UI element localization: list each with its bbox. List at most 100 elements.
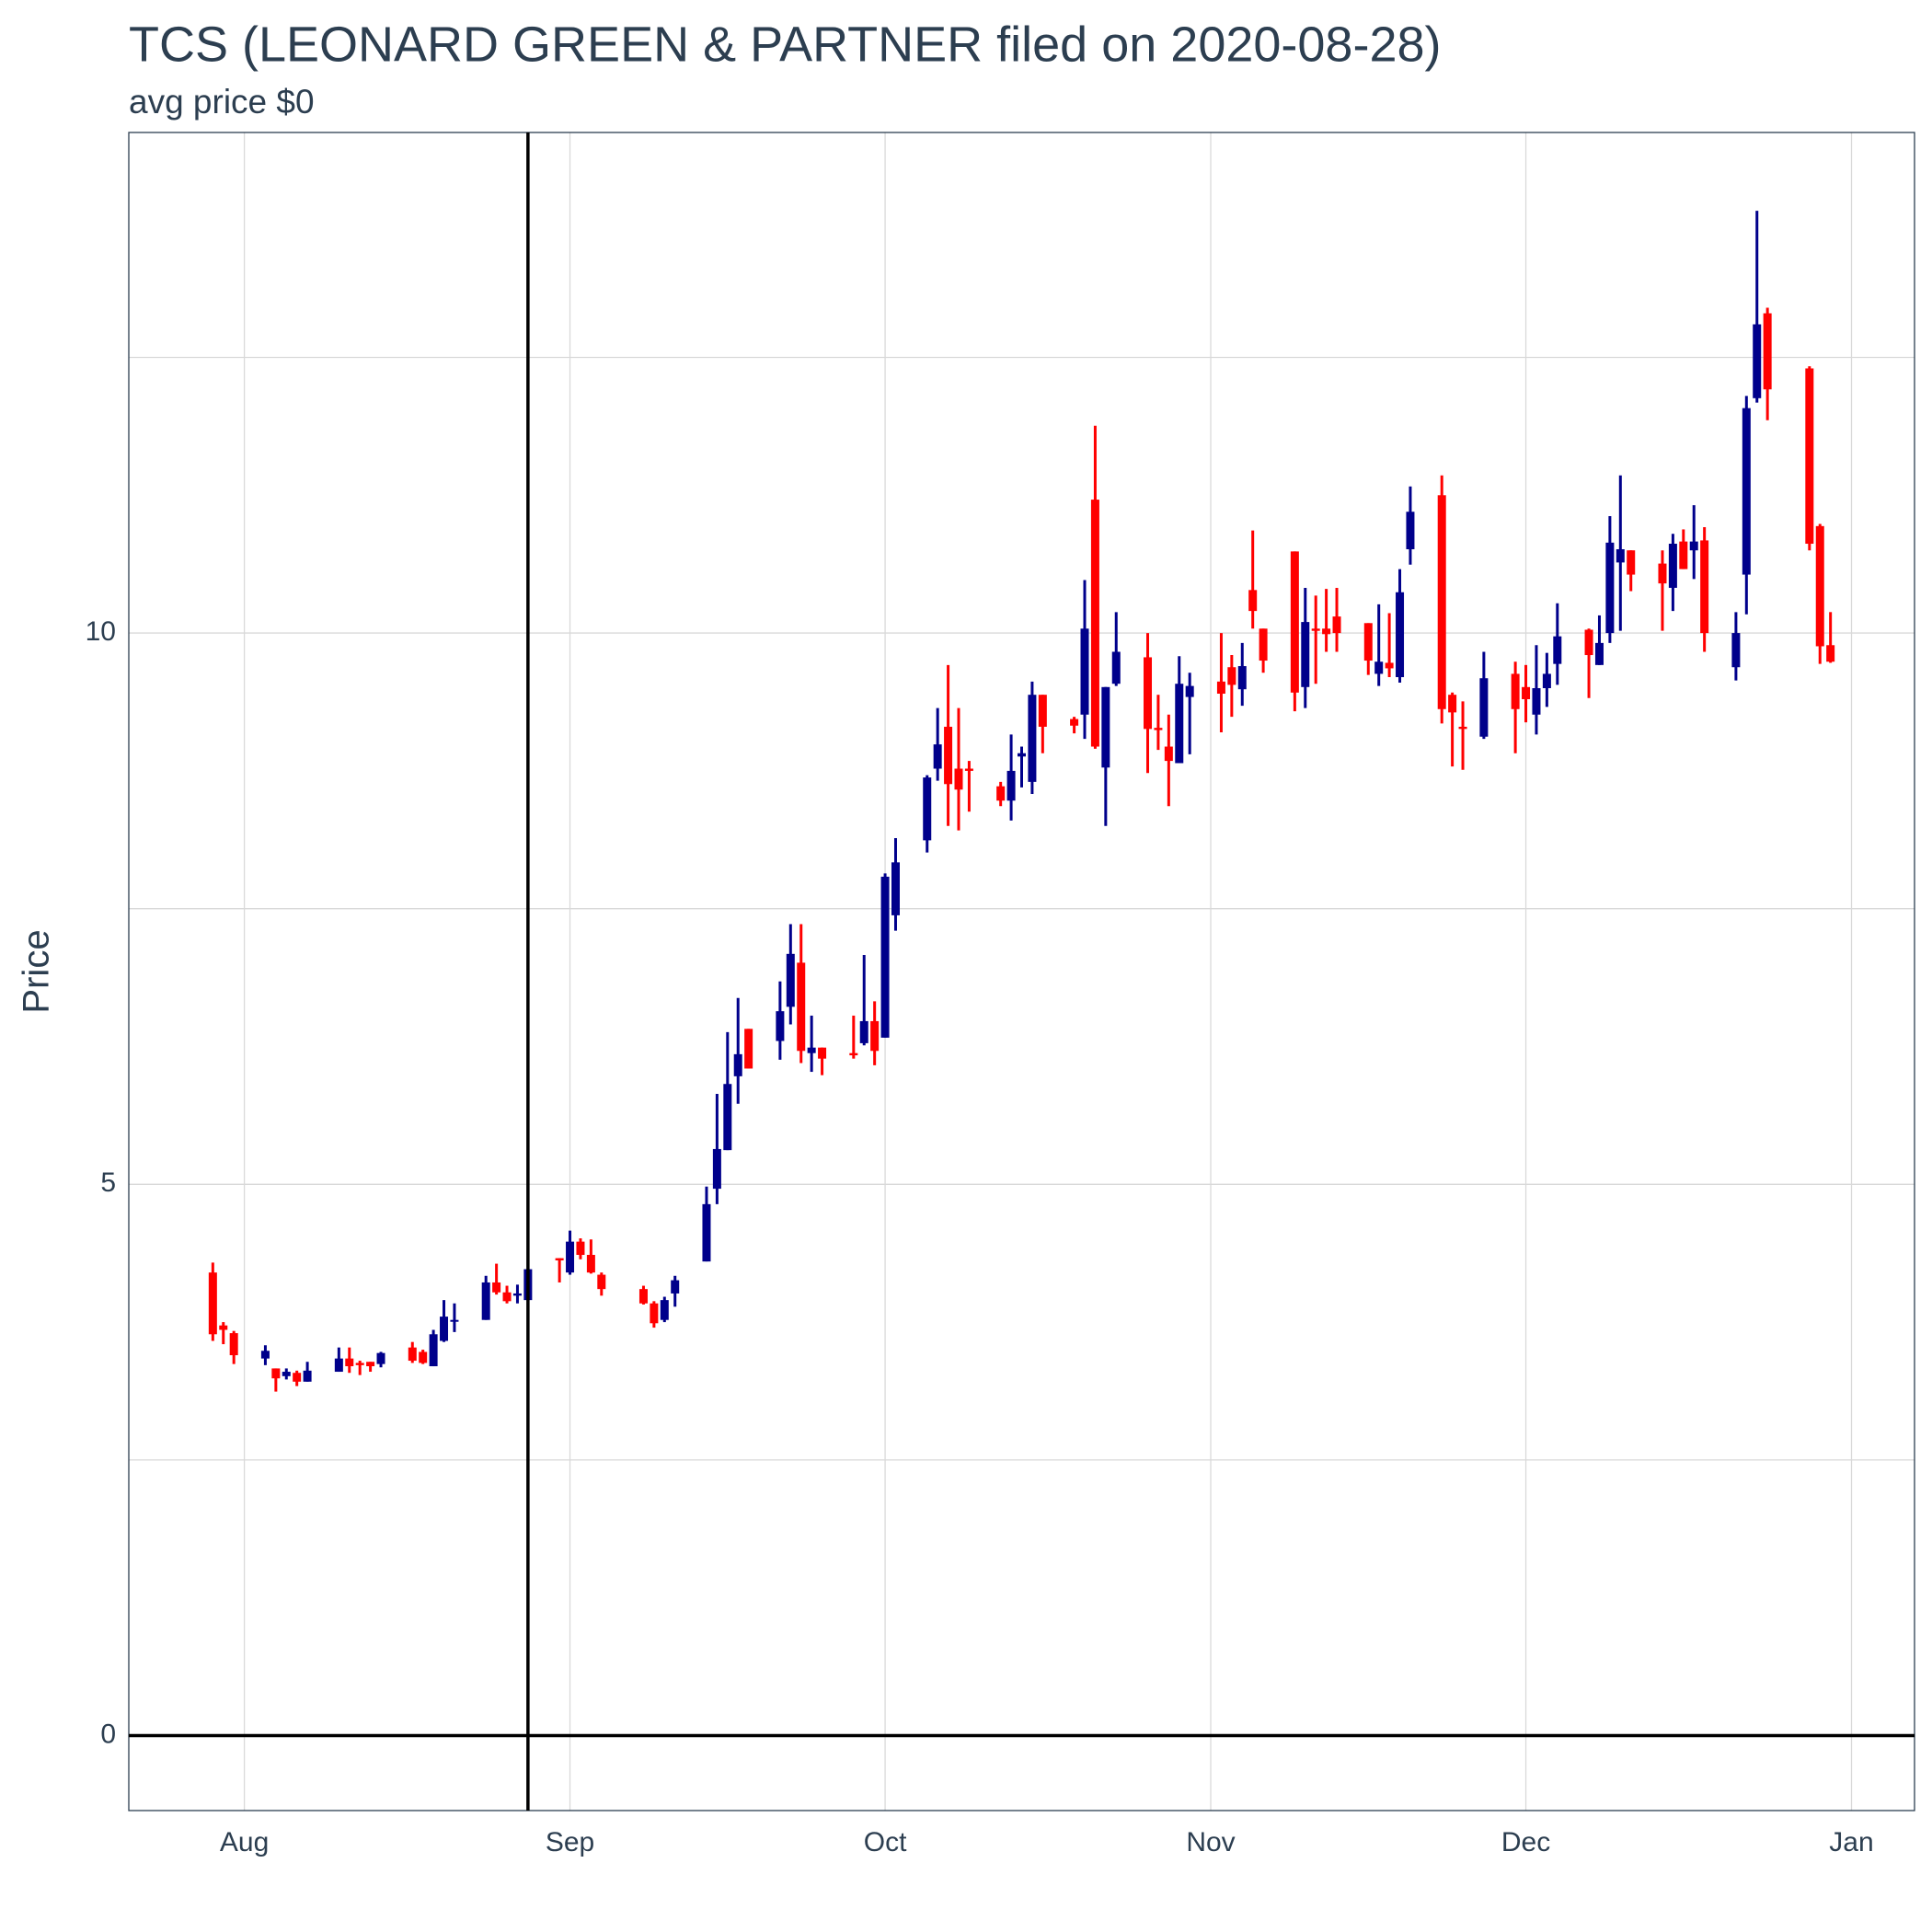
candle-body	[1658, 563, 1667, 584]
candle-body	[1627, 550, 1636, 575]
candle-body	[555, 1258, 564, 1260]
candle-body	[1605, 542, 1615, 634]
candle-body	[1805, 368, 1814, 545]
candle-body	[1458, 726, 1467, 730]
candle-body	[1311, 628, 1320, 631]
candle-body	[880, 876, 890, 1038]
candle-body	[671, 1280, 680, 1294]
candle-body	[1248, 590, 1258, 612]
candle-body	[1553, 636, 1562, 664]
candle-body	[1406, 512, 1415, 550]
candle-body	[1090, 500, 1099, 747]
candle-body	[1070, 719, 1079, 726]
candle-body	[1185, 685, 1194, 697]
candle-body	[1532, 688, 1541, 715]
y-tick-label: 10	[86, 616, 116, 647]
candle-body	[293, 1373, 302, 1382]
candle-body	[944, 726, 953, 785]
candle-body	[408, 1347, 417, 1362]
x-tick-label: Sep	[546, 1827, 594, 1857]
candle-body	[440, 1317, 449, 1341]
candle-body	[1101, 686, 1110, 768]
candle-body	[964, 768, 973, 771]
candle-body	[786, 953, 795, 1007]
candle-body	[776, 1011, 785, 1041]
candle-body	[818, 1047, 827, 1059]
candle-body	[1437, 495, 1446, 709]
x-tick-label: Jan	[1829, 1827, 1873, 1857]
candle-body	[1322, 628, 1331, 635]
candle-body	[744, 1029, 753, 1069]
candle-body	[1259, 628, 1268, 661]
candle-body	[303, 1370, 312, 1382]
candle-body	[660, 1300, 669, 1320]
candle-body	[366, 1362, 375, 1367]
candle-body	[870, 1020, 880, 1052]
candle-body	[376, 1352, 385, 1364]
candle-body	[712, 1148, 721, 1190]
candle-body	[954, 768, 963, 790]
candle-body	[1164, 746, 1173, 762]
candle-body	[1448, 695, 1457, 713]
candle-body	[723, 1084, 732, 1151]
candle-body	[1216, 681, 1225, 694]
candle-body	[1332, 616, 1341, 634]
candle-body	[219, 1325, 228, 1330]
candle-body	[1080, 628, 1089, 715]
candle-body	[282, 1372, 291, 1376]
candle-body	[1826, 645, 1835, 662]
candle-body	[859, 1020, 868, 1043]
x-tick-label: Oct	[864, 1827, 907, 1857]
candle-body	[1290, 551, 1299, 693]
candle-body	[229, 1333, 238, 1356]
candle-body	[345, 1358, 354, 1367]
candle-body	[1396, 592, 1405, 678]
candle-body	[996, 786, 1006, 801]
candle-body	[450, 1319, 459, 1322]
candle-body	[1144, 657, 1153, 730]
candle-body	[1038, 695, 1047, 727]
y-axis-title: Price	[17, 929, 57, 1013]
candle-body	[702, 1203, 711, 1262]
candle-body	[1385, 662, 1394, 669]
y-tick-label: 0	[100, 1719, 116, 1749]
candle-body	[355, 1363, 364, 1365]
candle-body	[502, 1292, 512, 1302]
candle-body	[1374, 661, 1384, 674]
candle-body	[1700, 540, 1709, 634]
chart-title: TCS (LEONARD GREEN & PARTNER filed on 20…	[129, 17, 1442, 72]
y-tick-label: 5	[100, 1167, 116, 1198]
candle-body	[1175, 684, 1184, 764]
candle-body	[1616, 549, 1625, 563]
candle-body	[1111, 651, 1121, 684]
candle-body	[429, 1334, 438, 1367]
chart-subtitle: avg price $0	[129, 83, 315, 121]
candle-body	[208, 1272, 217, 1335]
candle-body	[419, 1351, 428, 1363]
candle-body	[481, 1282, 490, 1320]
candle-body	[1227, 667, 1236, 685]
candle-body	[566, 1241, 575, 1273]
candle-body	[492, 1282, 501, 1293]
candle-body	[807, 1047, 816, 1053]
x-tick-label: Aug	[220, 1827, 269, 1857]
candle-body	[334, 1358, 343, 1373]
candle-body	[1237, 666, 1247, 690]
candle-body	[1154, 728, 1163, 730]
candle-body	[1542, 673, 1551, 689]
candle-body	[797, 962, 806, 1052]
candle-body	[1301, 622, 1310, 687]
candle-body	[1363, 623, 1373, 661]
candle-body	[1763, 313, 1772, 390]
candle-body	[586, 1254, 595, 1273]
candle-body	[1584, 629, 1593, 656]
candle-body	[1028, 695, 1037, 782]
candle-body	[1006, 770, 1016, 801]
candle-body	[1594, 642, 1604, 665]
candle-body	[933, 744, 942, 769]
candle-body	[1668, 544, 1677, 588]
candle-body	[260, 1351, 270, 1359]
candle-body	[849, 1052, 858, 1056]
